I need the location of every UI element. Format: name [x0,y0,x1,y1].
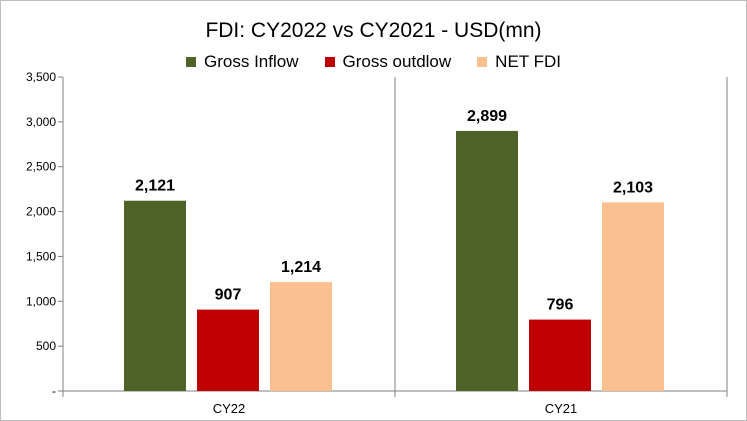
legend-item: Gross outdlow [324,52,452,72]
legend-swatch [324,57,335,67]
legend-label: Gross Inflow [204,52,299,71]
y-tick-label: 1,000 [26,294,56,308]
bar-value-label: 907 [215,287,242,304]
y-tick-label: - [52,384,56,398]
bar-value-label: 2,121 [135,178,175,195]
x-category-label: CY22 [213,401,246,416]
x-category-label: CY21 [545,401,578,416]
bar [124,200,186,391]
chart-title: FDI: CY2022 vs CY2021 - USD(mn) [205,19,542,42]
legend-swatch [186,57,197,67]
bar-value-label: 2,899 [467,108,507,125]
legend-label: NET FDI [495,52,561,71]
chart-legend: Gross Inflow Gross outdlow NET FDI [0,52,747,72]
bar [270,282,332,391]
y-tick-label: 3,000 [26,115,56,129]
bar-value-label: 2,103 [613,179,653,196]
y-tick-label: 500 [36,339,56,353]
bar [456,130,518,392]
bar-value-label: 1,214 [281,259,321,276]
bar [197,309,259,391]
legend-item: Gross Inflow [186,52,299,72]
bar [529,319,591,391]
y-tick-label: 2,500 [26,160,56,174]
y-tick-label: 3,500 [26,70,56,84]
y-tick-label: 2,000 [26,205,56,219]
legend-item: NET FDI [477,52,561,72]
legend-label: Gross outdlow [342,52,452,71]
bar [602,202,664,391]
legend-swatch [477,57,488,67]
y-tick-label: 1,500 [26,249,56,263]
bar-value-label: 796 [547,297,574,314]
